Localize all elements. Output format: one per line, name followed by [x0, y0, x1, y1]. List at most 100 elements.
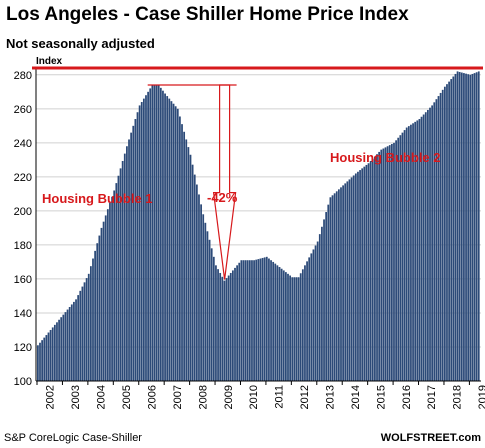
bar — [397, 137, 400, 381]
bar — [126, 146, 128, 381]
bar — [399, 135, 402, 381]
bar — [280, 268, 283, 381]
bar — [331, 195, 334, 381]
bar — [66, 309, 69, 381]
x-tick-2005: 2005 — [121, 385, 133, 409]
bar — [210, 248, 213, 381]
bar — [115, 183, 118, 381]
x-tick-2016: 2016 — [401, 385, 413, 409]
bar — [227, 275, 230, 381]
x-tick-2012: 2012 — [299, 385, 311, 409]
y-tick-220: 220 — [14, 172, 32, 184]
x-tick-2019: 2019 — [477, 385, 485, 409]
bar — [367, 163, 370, 381]
bar — [359, 170, 361, 381]
bar — [246, 260, 249, 381]
bar — [335, 191, 338, 381]
bar — [242, 260, 245, 381]
bar — [259, 258, 262, 381]
bar — [219, 272, 222, 381]
bar — [435, 99, 438, 381]
bar — [136, 112, 139, 381]
bar — [221, 276, 224, 381]
bar — [92, 258, 94, 381]
bar — [287, 273, 289, 381]
bar — [429, 107, 431, 381]
bar — [270, 260, 272, 381]
bar — [98, 235, 101, 381]
bar — [314, 245, 317, 381]
x-tick-2008: 2008 — [197, 385, 209, 409]
bar — [458, 71, 461, 381]
bar — [403, 130, 406, 381]
bar — [274, 263, 277, 382]
bar — [240, 260, 243, 381]
y-tick-240: 240 — [14, 138, 32, 150]
bar — [232, 270, 234, 381]
bar — [450, 79, 453, 381]
bar — [193, 174, 196, 381]
bar — [422, 114, 425, 381]
bar — [297, 277, 300, 381]
x-tick-2002: 2002 — [45, 385, 57, 409]
bar — [223, 280, 226, 381]
bar — [268, 258, 270, 381]
bar — [433, 102, 436, 381]
bar — [469, 74, 472, 382]
bar — [234, 267, 236, 381]
x-tick-2010: 2010 — [248, 385, 260, 409]
bar — [361, 168, 364, 381]
bar — [285, 272, 287, 381]
bar — [327, 204, 330, 381]
bar — [206, 231, 209, 381]
bars — [37, 71, 480, 382]
bar — [89, 266, 92, 381]
bar — [37, 345, 39, 381]
bar — [41, 340, 44, 381]
bar — [198, 194, 200, 381]
bar — [416, 120, 419, 381]
bar — [96, 243, 99, 381]
annotation-housing-bubble-2: Housing Bubble 2 — [330, 150, 441, 165]
bar — [352, 175, 355, 381]
bar — [337, 189, 340, 381]
bar — [215, 265, 217, 381]
bar — [473, 73, 476, 381]
bar — [176, 108, 179, 381]
bar — [64, 312, 67, 381]
bar — [420, 116, 423, 381]
bar — [104, 215, 107, 381]
bar — [94, 250, 96, 381]
bar — [456, 71, 459, 382]
annotation-housing-bubble-1: Housing Bubble 1 — [42, 191, 153, 206]
bar — [257, 259, 260, 381]
bar — [217, 269, 219, 381]
x-tick-2017: 2017 — [426, 385, 438, 409]
bar — [289, 275, 291, 381]
bar — [62, 314, 65, 381]
bar — [348, 179, 351, 381]
bar — [70, 304, 73, 381]
bar — [153, 85, 156, 381]
bar — [121, 160, 124, 381]
bar — [87, 273, 90, 381]
y-tick-200: 200 — [14, 206, 32, 218]
x-tick-2013: 2013 — [325, 385, 337, 409]
bar — [140, 102, 143, 382]
bar — [278, 267, 281, 381]
bar — [427, 109, 429, 382]
bar — [371, 158, 374, 381]
bar — [293, 277, 296, 381]
bar — [225, 278, 228, 381]
bar — [179, 116, 181, 381]
bar — [77, 295, 80, 381]
bar — [448, 81, 450, 382]
bar — [333, 193, 336, 381]
bar — [463, 73, 465, 381]
bar — [395, 140, 397, 381]
bar — [299, 273, 302, 381]
bar — [168, 98, 171, 382]
bar — [56, 322, 58, 381]
x-tick-labels: 2002 2003 2004 2005 2006 2007 2008 2009 2010 2011… — [36, 381, 485, 409]
